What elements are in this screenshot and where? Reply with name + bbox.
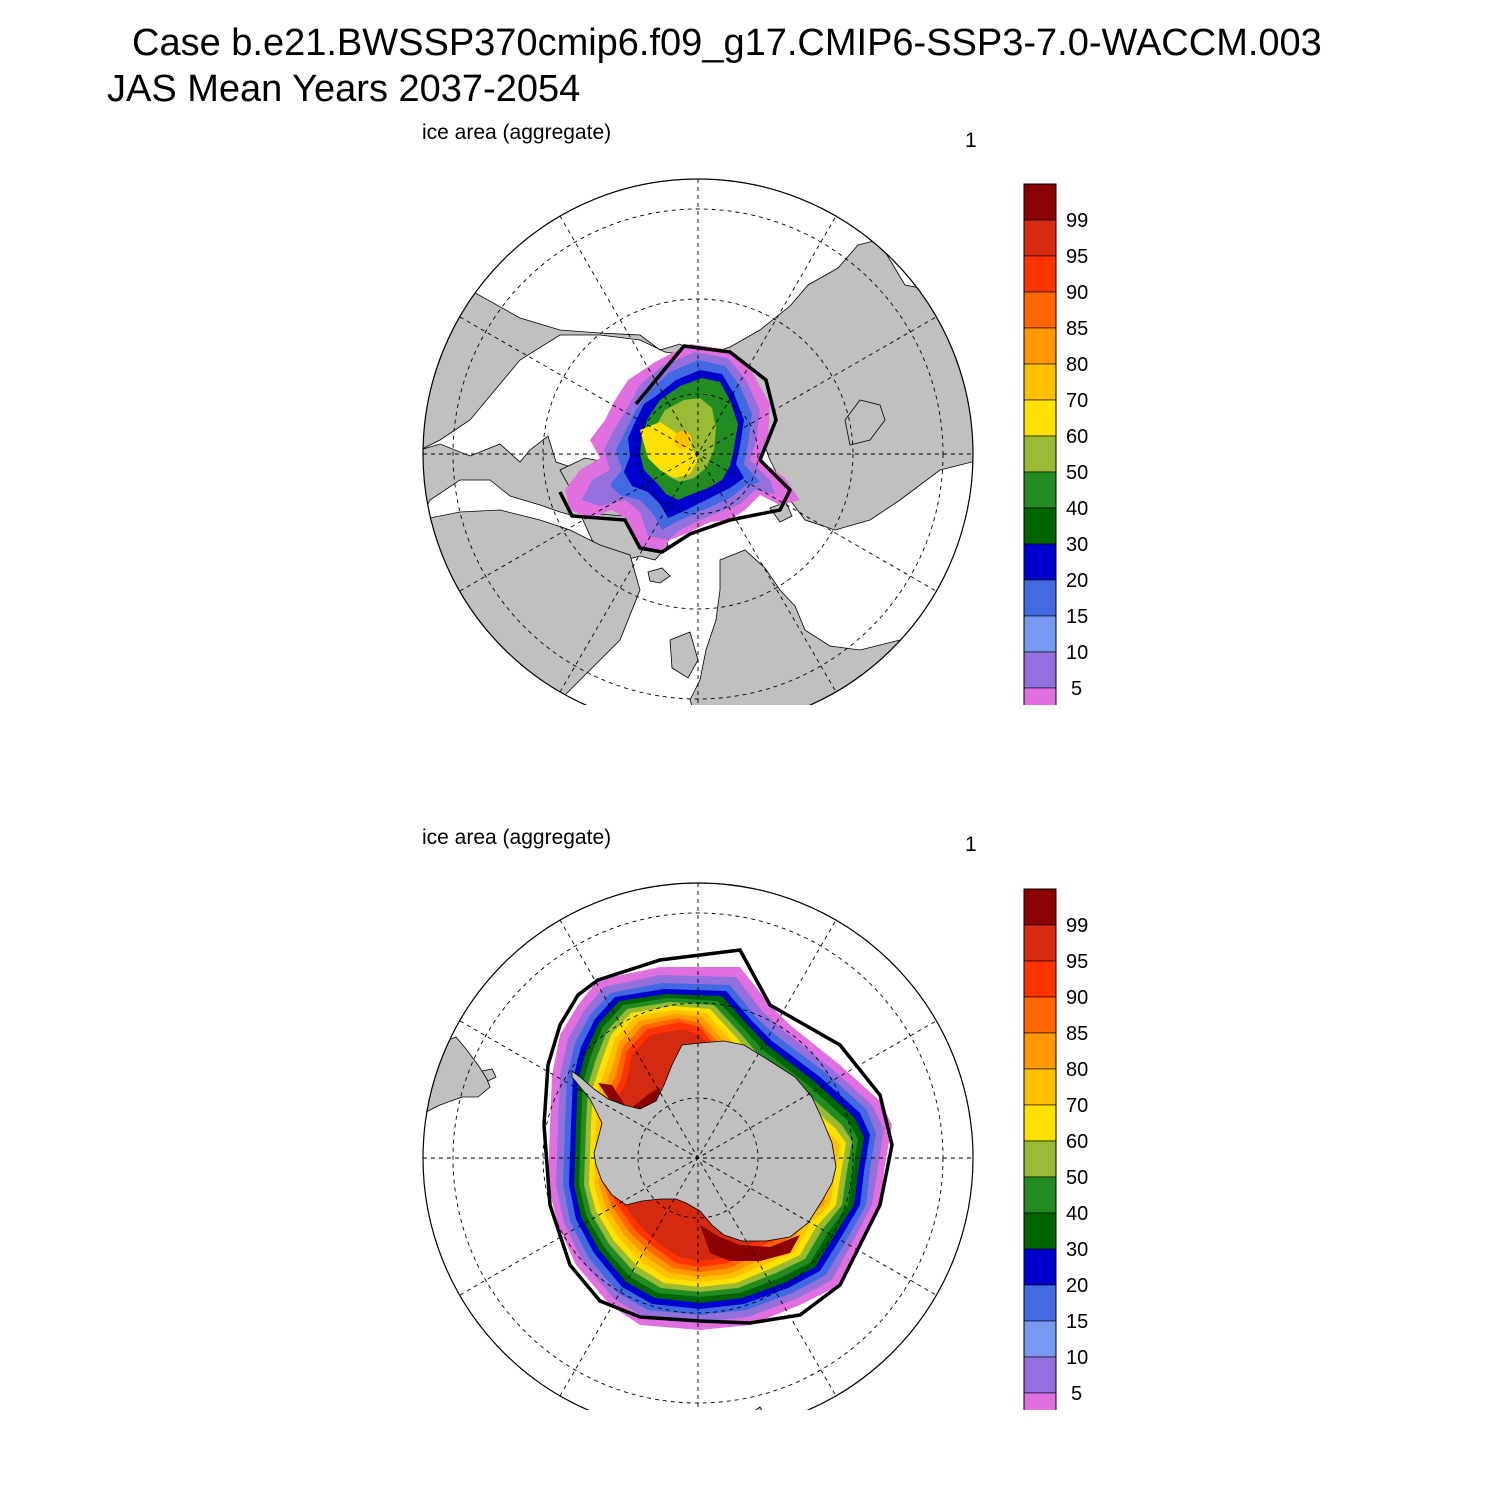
colorbar-tick-label: 99 bbox=[1066, 915, 1088, 937]
colorbar-tick-label: 40 bbox=[1066, 498, 1088, 520]
north-land-layer bbox=[423, 239, 973, 705]
colorbar-tick-label: 85 bbox=[1066, 318, 1088, 340]
colorbar-tick-label: 90 bbox=[1066, 282, 1088, 304]
colorbar-swatch bbox=[1023, 1140, 1057, 1178]
colorbar-swatch bbox=[1023, 1032, 1057, 1070]
north-polar-map bbox=[422, 178, 974, 705]
colorbar-tick-label: 85 bbox=[1066, 1023, 1088, 1045]
colorbar-swatch bbox=[1023, 399, 1057, 437]
colorbar-swatch bbox=[1023, 291, 1057, 329]
colorbar-tick-label: 15 bbox=[1066, 1311, 1088, 1333]
south-polar-map-panel: 99 95 90 85 80 70 60 50 40 30 20 15 10 5 bbox=[422, 882, 1088, 1410]
colorbar-swatch bbox=[1023, 1284, 1057, 1322]
colorbar-swatch bbox=[1023, 1104, 1057, 1142]
north-sea-ice-layer bbox=[558, 344, 800, 554]
south-observed-ice-edge-contour bbox=[542, 948, 894, 1325]
colorbar-tick-label: 20 bbox=[1066, 570, 1088, 592]
colorbar-tick-label: 50 bbox=[1066, 1167, 1088, 1189]
north-panel-right-label: 1 bbox=[965, 129, 977, 152]
colorbar-tick-label: 60 bbox=[1066, 426, 1088, 448]
colorbar-swatch bbox=[1023, 435, 1057, 473]
colorbar-swatch bbox=[1023, 543, 1057, 581]
colorbar-frame bbox=[1023, 183, 1057, 705]
north-observed-ice-edge-contour bbox=[558, 344, 793, 554]
colorbar-tick-label: 80 bbox=[1066, 354, 1088, 376]
colorbar-swatch bbox=[1023, 651, 1057, 689]
colorbar-swatch bbox=[1023, 615, 1057, 653]
colorbar-swatch bbox=[1023, 1176, 1057, 1214]
colorbar-tick-label: 60 bbox=[1066, 1131, 1088, 1153]
colorbar-swatch bbox=[1023, 1248, 1057, 1286]
colorbar-swatch bbox=[1023, 579, 1057, 617]
colorbar-swatch bbox=[1023, 1356, 1057, 1394]
colorbar-tick-label: 10 bbox=[1066, 1347, 1088, 1369]
colorbar-tick-label: 40 bbox=[1066, 1203, 1088, 1225]
colorbar-frame bbox=[1023, 888, 1057, 1410]
colorbar-tick-label: 5 bbox=[1071, 1383, 1082, 1405]
colorbar-tick-label: 20 bbox=[1066, 1275, 1088, 1297]
colorbar-swatch bbox=[1023, 471, 1057, 509]
colorbar-swatch bbox=[1023, 1068, 1057, 1106]
south-colorbar: 99 95 90 85 80 70 60 50 40 30 20 15 10 5 bbox=[1023, 888, 1088, 1410]
colorbar-swatch bbox=[1023, 255, 1057, 293]
colorbar-tick-label: 90 bbox=[1066, 987, 1088, 1009]
colorbar-swatch bbox=[1023, 363, 1057, 401]
north-map-border bbox=[422, 178, 974, 705]
colorbar-swatch bbox=[1023, 888, 1057, 926]
north-panel-left-label: ice area (aggregate) bbox=[422, 121, 612, 144]
colorbar-tick-label: 15 bbox=[1066, 606, 1088, 628]
south-ice-ross-core bbox=[700, 1225, 800, 1261]
south-panel-left-label: ice area (aggregate) bbox=[422, 826, 612, 849]
colorbar-tick-label: 70 bbox=[1066, 1095, 1088, 1117]
south-polar-map bbox=[422, 882, 974, 1410]
north-ice-core bbox=[674, 431, 692, 449]
colorbar-swatch bbox=[1023, 1392, 1057, 1410]
south-panel-right-label: 1 bbox=[965, 833, 977, 856]
colorbar-swatch bbox=[1023, 1320, 1057, 1358]
colorbar-swatch bbox=[1023, 1212, 1057, 1250]
colorbar-tick-label: 30 bbox=[1066, 534, 1088, 556]
colorbar-tick-label: 10 bbox=[1066, 642, 1088, 664]
figure-title-period: JAS Mean Years 2037-2054 bbox=[107, 68, 581, 110]
south-map-border bbox=[422, 882, 974, 1410]
colorbar-tick-label: 95 bbox=[1066, 246, 1088, 268]
colorbar-tick-label: 99 bbox=[1066, 210, 1088, 232]
colorbar-swatch bbox=[1023, 996, 1057, 1034]
colorbar-tick-label: 30 bbox=[1066, 1239, 1088, 1261]
colorbar-swatch bbox=[1023, 507, 1057, 545]
colorbar-swatch bbox=[1023, 924, 1057, 962]
south-graticule bbox=[423, 883, 973, 1410]
colorbar-tick-label: 95 bbox=[1066, 951, 1088, 973]
colorbar-swatch bbox=[1023, 960, 1057, 998]
colorbar-swatch bbox=[1023, 687, 1057, 705]
colorbar-swatch bbox=[1023, 327, 1057, 365]
colorbar-swatch bbox=[1023, 183, 1057, 221]
north-graticule bbox=[423, 179, 973, 705]
north-polar-map-panel: 99 95 90 85 80 70 60 50 40 30 20 15 10 5 bbox=[422, 178, 1088, 705]
colorbar-tick-label: 70 bbox=[1066, 390, 1088, 412]
colorbar-tick-label: 50 bbox=[1066, 462, 1088, 484]
colorbar-tick-label: 80 bbox=[1066, 1059, 1088, 1081]
colorbar-swatch bbox=[1023, 219, 1057, 257]
north-colorbar: 99 95 90 85 80 70 60 50 40 30 20 15 10 5 bbox=[1023, 183, 1088, 705]
colorbar-tick-label: 5 bbox=[1071, 678, 1082, 700]
figure-title-case: Case b.e21.BWSSP370cmip6.f09_g17.CMIP6-S… bbox=[132, 22, 1322, 64]
north-ice-band-70 bbox=[640, 422, 698, 478]
